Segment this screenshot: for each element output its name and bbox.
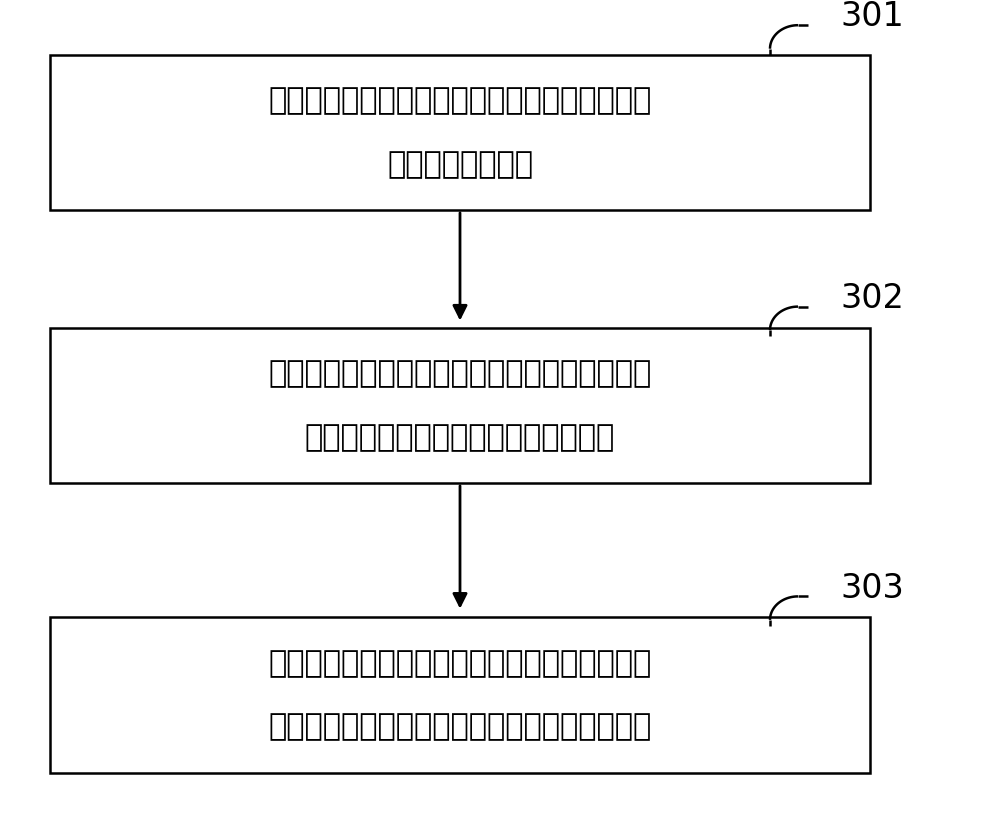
Text: 303: 303 <box>840 571 904 605</box>
Text: 以及与所述目标信道相邻信道上的功率: 以及与所述目标信道相邻信道上的功率 <box>305 423 615 452</box>
Text: 301: 301 <box>840 0 904 34</box>
Text: 302: 302 <box>840 281 904 315</box>
Text: 根据所述发射功率以及与所述目标信道相邻信道: 根据所述发射功率以及与所述目标信道相邻信道 <box>268 648 652 678</box>
FancyBboxPatch shape <box>50 55 870 210</box>
Text: 反馈至射频收发机: 反馈至射频收发机 <box>387 150 533 179</box>
Text: 根据反馈的耦合功率计算目标信道上的发射功率: 根据反馈的耦合功率计算目标信道上的发射功率 <box>268 359 652 388</box>
FancyBboxPatch shape <box>50 617 870 773</box>
Text: 将射频前端输出至天线的功率以一耦合系数耦合: 将射频前端输出至天线的功率以一耦合系数耦合 <box>268 86 652 115</box>
Text: 上的功率的差值调整射频功率放大器的供电电压: 上的功率的差值调整射频功率放大器的供电电压 <box>268 712 652 742</box>
FancyBboxPatch shape <box>50 328 870 483</box>
